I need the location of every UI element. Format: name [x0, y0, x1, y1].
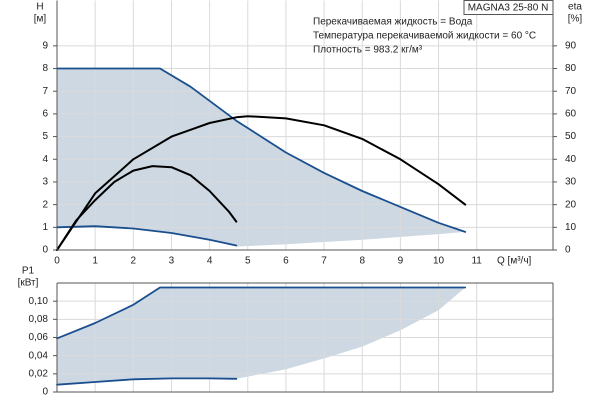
x-axis-title: Q [м³/ч] [497, 256, 532, 267]
y-tick-label: 3 [42, 177, 48, 188]
y-tick-label: 1 [42, 222, 48, 233]
model-name: MAGNA3 25-80 N [468, 3, 549, 14]
y2-tick-label: 60 [565, 109, 577, 120]
y-axis-title: [м] [34, 14, 47, 25]
curve [56, 286, 467, 340]
x-tick-label: 8 [359, 256, 365, 267]
y-tick-label: 0,02 [29, 368, 49, 379]
x-tick-label: 10 [433, 256, 445, 267]
y-tick-label: 7 [42, 86, 48, 97]
y-tick-label: 8 [42, 63, 48, 74]
y-tick-label: 0 [42, 245, 48, 256]
x-tick-label: 4 [207, 256, 213, 267]
y-tick-label: 2 [42, 199, 48, 210]
y-tick-label: 0 [42, 387, 48, 398]
y2-tick-label: 30 [565, 177, 577, 188]
y2-tick-label: 20 [565, 199, 577, 210]
y-tick-label: 0,06 [29, 332, 49, 343]
x-tick-label: 7 [321, 256, 327, 267]
y-tick-label: 0,08 [29, 314, 49, 325]
y2-tick-label: 70 [565, 86, 577, 97]
x-tick-label: 3 [169, 256, 175, 267]
y2-tick-label: 40 [565, 154, 577, 165]
x-tick-label: 6 [283, 256, 289, 267]
y-tick-label: 9 [42, 41, 48, 52]
y-axis-title: [кВт] [18, 278, 39, 289]
y2-tick-label: 10 [565, 222, 577, 233]
note: Плотность = 983.2 кг/м³ [313, 45, 423, 56]
y-tick-label: 5 [42, 131, 48, 142]
y-tick-label: 0,10 [29, 296, 49, 307]
y-tick-label: 4 [42, 154, 48, 165]
note: Температура перекачиваемой жидкости = 60… [313, 31, 536, 42]
y2-tick-label: 0 [565, 245, 571, 256]
x-tick-label: 11 [471, 256, 482, 267]
model-box [463, 0, 554, 15]
operating-area [57, 287, 466, 385]
x-tick-label: 9 [398, 256, 404, 267]
curve [56, 165, 238, 251]
y-axis-title: P1 [22, 266, 35, 277]
y2-tick-label: 50 [565, 131, 577, 142]
y-tick-label: 6 [42, 109, 48, 120]
note: Перекачиваемая жидкость = Вода [313, 17, 473, 28]
curve [56, 377, 238, 386]
curve [56, 67, 467, 233]
y2-axis-title: eta [568, 2, 582, 13]
x-tick-label: 0 [54, 256, 60, 267]
x-tick-label: 2 [131, 256, 137, 267]
x-tick-label: 5 [245, 256, 251, 267]
y2-tick-label: 80 [565, 63, 577, 74]
y-axis-title: H [36, 2, 43, 13]
x-tick-label: 1 [92, 256, 98, 267]
y2-axis-title: [%] [568, 14, 583, 25]
y-tick-label: 0,04 [29, 350, 49, 361]
curve [56, 115, 467, 251]
curve [56, 225, 238, 247]
y2-tick-label: 90 [565, 41, 577, 52]
operating-area [57, 68, 466, 247]
